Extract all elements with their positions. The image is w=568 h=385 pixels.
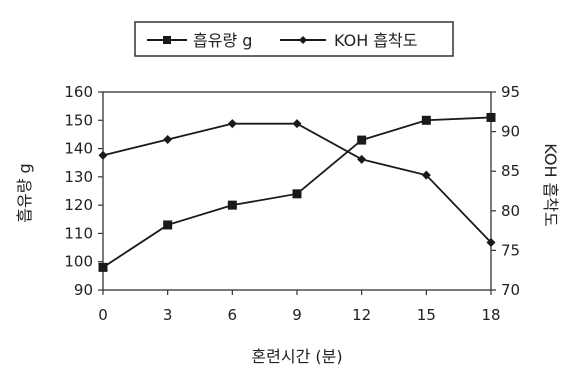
series-2-point — [357, 154, 367, 164]
y-right-tick-label: 75 — [501, 241, 520, 259]
series-1-point — [292, 189, 302, 199]
series-2-point — [163, 135, 173, 145]
x-axis-title: 혼련시간 (분) — [251, 347, 342, 366]
y-left-tick-label: 130 — [64, 168, 93, 186]
y-left-tick-label: 110 — [64, 224, 93, 242]
legend: 흡유량 g KOH 흡착도 — [134, 21, 454, 57]
legend-label-series-1: 흡유량 g — [193, 31, 252, 50]
legend-marker-series-1 — [163, 36, 171, 44]
legend-marker-series-2 — [299, 36, 307, 44]
y-axis-left-ticks: 90 100 110 120 130 140 150 160 — [64, 83, 103, 299]
series-2-point — [227, 119, 237, 129]
x-tick-label: 18 — [481, 306, 500, 324]
x-tick-label: 15 — [417, 306, 436, 324]
series-1-point — [98, 262, 108, 272]
x-axis-ticks: 0 3 6 9 12 15 18 — [98, 290, 501, 324]
y-axis-left-title: 흡유량 g — [15, 163, 34, 222]
y-axis-right-title: KOH 흡착도 — [541, 143, 560, 227]
series-2-point — [421, 170, 431, 180]
y-right-tick-label: 70 — [501, 281, 520, 299]
series-2-point — [486, 237, 496, 247]
series-line-2 — [102, 122, 492, 244]
x-tick-label: 12 — [352, 306, 371, 324]
legend-label-series-2: KOH 흡착도 — [334, 31, 418, 50]
y-left-tick-label: 150 — [64, 111, 93, 129]
series-1-point — [227, 200, 237, 210]
y-right-tick-label: 80 — [501, 202, 520, 220]
series-layer — [98, 112, 496, 272]
y-left-tick-label: 140 — [64, 140, 93, 158]
y-left-tick-label: 100 — [64, 253, 93, 271]
y-left-tick-label: 160 — [64, 83, 93, 101]
series-1-point — [357, 135, 367, 145]
y-right-tick-label: 90 — [501, 123, 520, 141]
series-2-point — [292, 119, 302, 129]
y-axis-right-ticks: 70 75 80 85 90 95 — [491, 83, 520, 299]
x-tick-label: 0 — [98, 306, 108, 324]
x-tick-label: 3 — [163, 306, 173, 324]
y-left-tick-label: 90 — [74, 281, 93, 299]
y-left-tick-label: 120 — [64, 196, 93, 214]
y-right-tick-label: 85 — [501, 162, 520, 180]
series-2-point — [98, 150, 108, 160]
series-1-point — [163, 220, 173, 230]
x-tick-label: 6 — [228, 306, 238, 324]
x-tick-label: 9 — [292, 306, 302, 324]
series-1-point — [421, 115, 431, 125]
series-1-point — [486, 112, 496, 122]
y-right-tick-label: 95 — [501, 83, 520, 101]
